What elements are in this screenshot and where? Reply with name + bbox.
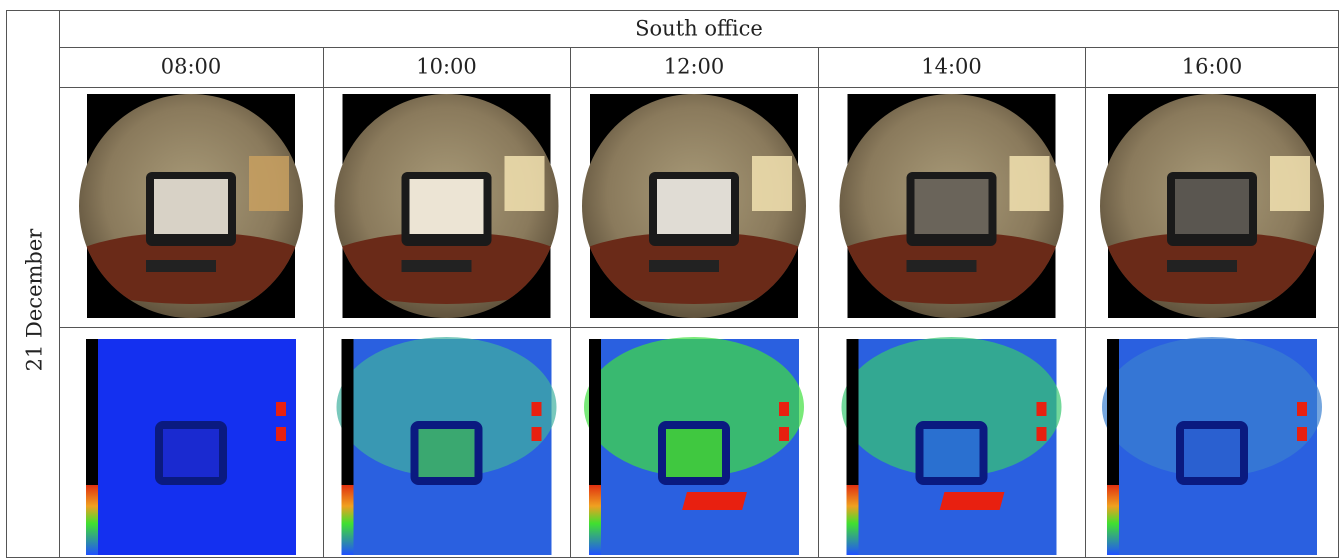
table: 21 December South office 08:00 10:00 12:00… <box>0 0 1339 558</box>
fc-window-1 <box>1037 402 1047 416</box>
fc-screen <box>1184 429 1240 477</box>
screen <box>154 179 228 234</box>
screen <box>410 179 484 234</box>
photo <box>61 86 321 326</box>
screen <box>1175 179 1249 234</box>
fc-window-1 <box>532 402 542 416</box>
keyboard <box>907 260 977 272</box>
fc-window-2 <box>1297 427 1307 441</box>
fc-window-2 <box>779 427 789 441</box>
screen <box>657 179 731 234</box>
fc-screen <box>666 429 722 477</box>
fc-bar <box>86 485 98 555</box>
window <box>1270 156 1310 211</box>
column-label: 10:00 <box>416 55 477 79</box>
false-color <box>86 339 296 555</box>
photo <box>1082 86 1339 326</box>
fc-window-2 <box>1037 427 1047 441</box>
fc-bar <box>342 485 354 555</box>
fc-sunpatch <box>682 492 747 510</box>
false-color <box>584 337 804 555</box>
fc-bar <box>1107 485 1119 555</box>
keyboard <box>1167 260 1237 272</box>
window <box>752 156 792 211</box>
keyboard <box>146 260 216 272</box>
fc-window-2 <box>276 427 286 441</box>
fc-bar <box>847 485 859 555</box>
photo <box>317 86 577 326</box>
window <box>1010 156 1050 211</box>
false-color <box>842 337 1062 555</box>
photo <box>564 86 824 326</box>
fc-bar <box>589 485 601 555</box>
column-label: 16:00 <box>1182 55 1243 79</box>
keyboard <box>402 260 472 272</box>
fc-screen <box>419 429 475 477</box>
photo <box>822 86 1082 326</box>
column-label: 08:00 <box>161 55 222 79</box>
column-label: 12:00 <box>664 55 725 79</box>
false-color <box>337 337 557 555</box>
fc-screen <box>163 429 219 477</box>
row-label: 21 December <box>23 228 47 372</box>
window <box>505 156 545 211</box>
fc-window-1 <box>276 402 286 416</box>
screen <box>915 179 989 234</box>
fc-sunpatch <box>940 492 1005 510</box>
header: South office <box>635 17 763 41</box>
fc-window-2 <box>532 427 542 441</box>
window <box>249 156 289 211</box>
false-color <box>1102 337 1322 555</box>
column-label: 14:00 <box>921 55 982 79</box>
fc-screen <box>924 429 980 477</box>
keyboard <box>649 260 719 272</box>
fc-window-1 <box>779 402 789 416</box>
fc-window-1 <box>1297 402 1307 416</box>
